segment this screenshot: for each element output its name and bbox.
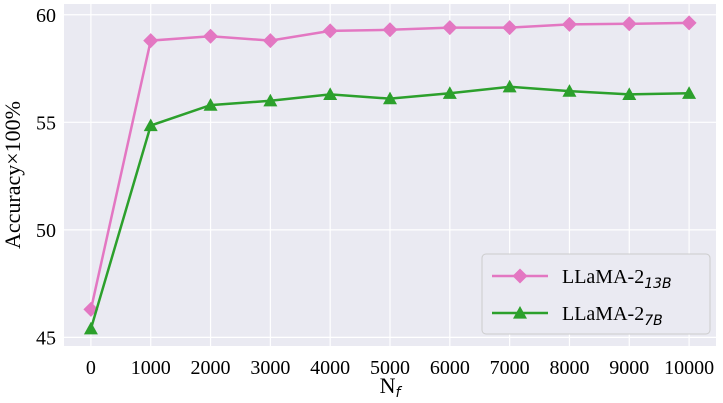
x-tick-label: 3000 <box>250 357 290 379</box>
tick-labels: 0 1000 2000 3000 4000 5000 6000 7000 8000 9000 100… <box>36 5 714 379</box>
data-point <box>263 93 278 107</box>
data-point <box>442 20 458 36</box>
x-tick-label: 7000 <box>490 357 530 379</box>
series-13B <box>83 15 697 317</box>
y-axis-label: Accuracy×100% <box>0 101 25 249</box>
x-tick-label: 10000 <box>664 357 714 379</box>
legend-label-main: LLaMA-2 <box>562 266 644 288</box>
x-tick-label: 0 <box>86 357 96 379</box>
data-point <box>203 98 218 111</box>
data-point <box>203 28 219 44</box>
x-axis-label-main: N <box>380 373 396 398</box>
data-point <box>502 79 517 93</box>
legend-label-main: LLaMA-2 <box>562 303 644 325</box>
data-point <box>621 16 637 32</box>
x-tick-label: 4000 <box>310 357 350 379</box>
series-layer <box>83 15 697 335</box>
data-point <box>681 15 697 31</box>
y-tick-label: 50 <box>36 220 56 242</box>
data-point <box>682 86 697 99</box>
y-tick-label: 55 <box>36 112 56 134</box>
x-tick-label: 2000 <box>191 357 231 379</box>
legend-entry: LLaMA-213B <box>492 266 672 292</box>
data-point <box>561 16 577 32</box>
legend-entry: LLaMA-27B <box>492 303 663 329</box>
y-tick-label: 45 <box>36 327 56 349</box>
legend-label-sub: 7B <box>644 313 663 329</box>
x-axis-label: Nf <box>380 373 403 401</box>
data-point <box>83 321 98 335</box>
data-point <box>502 20 518 36</box>
data-point <box>383 91 397 105</box>
data-point <box>513 306 527 319</box>
x-tick-label: 1000 <box>131 357 171 379</box>
legend-label: LLaMA-213B <box>562 266 672 292</box>
x-tick-label: 6000 <box>430 357 470 379</box>
x-tick-label: 8000 <box>549 357 589 379</box>
data-point <box>143 118 158 132</box>
x-tick-label: 9000 <box>609 357 649 379</box>
data-point <box>323 87 338 100</box>
data-point <box>322 23 338 39</box>
legend-label: LLaMA-27B <box>562 303 663 329</box>
x-tick-label: 5000 <box>370 357 410 379</box>
legend-label-sub: 13B <box>644 276 671 292</box>
x-axis-label-sub: f <box>395 385 402 401</box>
data-point <box>512 268 528 284</box>
data-point <box>442 86 457 99</box>
series-7B <box>83 79 697 335</box>
data-point <box>562 84 577 97</box>
data-point <box>143 33 159 49</box>
y-tick-label: 60 <box>36 5 56 27</box>
data-point <box>382 22 398 38</box>
data-point <box>262 33 278 49</box>
data-point <box>622 87 637 100</box>
